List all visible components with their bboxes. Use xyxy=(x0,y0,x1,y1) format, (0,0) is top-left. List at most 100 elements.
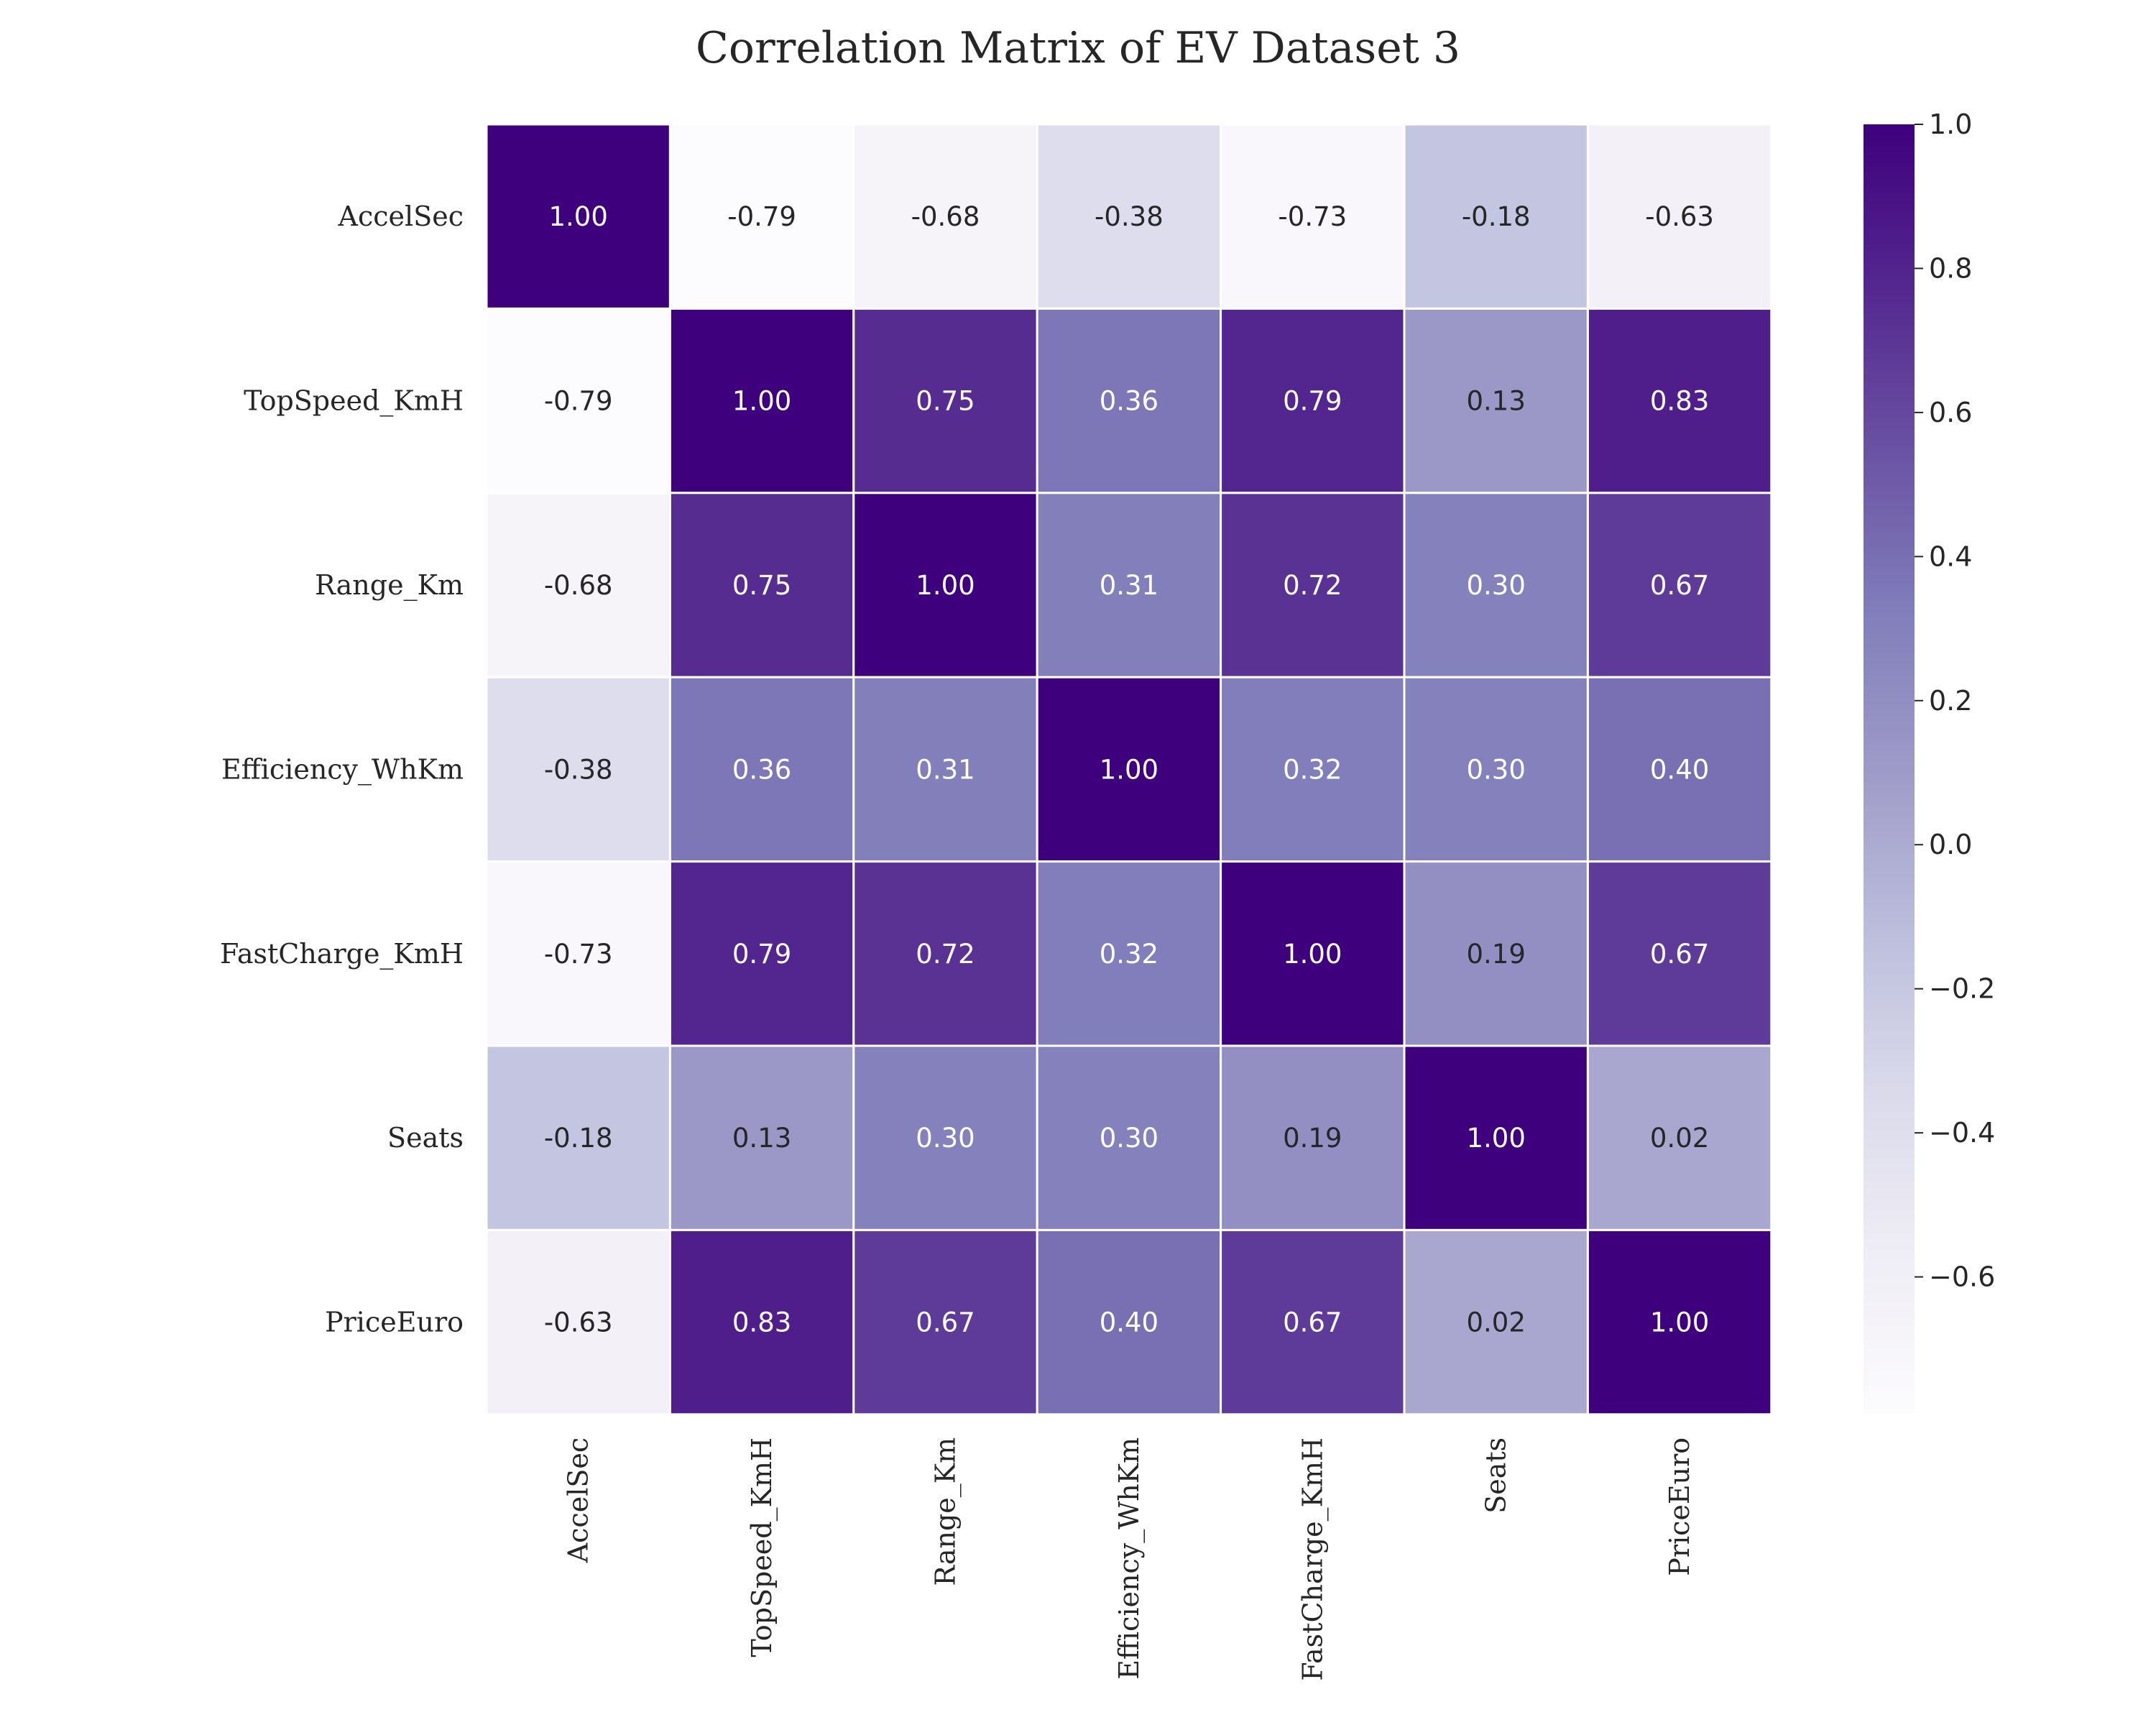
cell-value-label: -0.18 xyxy=(544,1123,613,1154)
x-tick-label: AccelSec xyxy=(563,1438,594,1563)
cell-value-label: 0.36 xyxy=(732,754,791,785)
y-axis-tick-labels: AccelSec TopSpeed_KmH Range_Km Efficiency_W… xyxy=(220,201,464,1338)
cell-value-label: -0.38 xyxy=(1095,201,1164,232)
heatmap-cell xyxy=(1220,123,1406,310)
cell-value-label: 0.75 xyxy=(732,570,791,601)
x-tick-label: Range_Km xyxy=(930,1438,962,1586)
cell-value-label: -0.79 xyxy=(727,201,796,232)
cell-value-label: 1.00 xyxy=(1100,754,1158,785)
cell-value-label: -0.73 xyxy=(544,939,613,970)
cell-value-label: 1.00 xyxy=(549,201,608,232)
heatmap-cell xyxy=(1036,1044,1222,1231)
colorbar-tick-label: −0.6 xyxy=(1929,1261,1995,1293)
heatmap-cell xyxy=(1220,307,1406,494)
y-tick-label: AccelSec xyxy=(338,201,464,232)
cell-value-label: 0.67 xyxy=(1283,1307,1342,1338)
cell-value-label: 0.79 xyxy=(732,939,791,970)
cell-value-label: 0.31 xyxy=(916,754,975,785)
y-tick-label: Efficiency_WhKm xyxy=(221,753,464,786)
cell-value-label: -0.68 xyxy=(911,201,980,232)
cell-value-label: 0.67 xyxy=(1650,939,1709,970)
colorbar: 1.0 0.8 0.6 0.4 0.2 0.0 −0.2 −0.4 −0.6 xyxy=(1864,109,1995,1414)
cell-value-label: 0.02 xyxy=(1650,1123,1709,1154)
cell-value-label: 0.30 xyxy=(916,1123,975,1154)
heatmap-cells: 1.00 -0.79 -0.68 -0.38 -0.73 -0.18 -0.63 -0.79 1… xyxy=(485,123,1773,1416)
heatmap-cell xyxy=(1036,1228,1222,1416)
cell-value-label: 0.31 xyxy=(1100,570,1158,601)
heatmap-cell xyxy=(852,1044,1038,1231)
colorbar-tick-label: 0.8 xyxy=(1929,252,1972,284)
colorbar-tick-label: 0.2 xyxy=(1929,685,1972,717)
x-tick-label: Seats xyxy=(1480,1438,1512,1514)
cell-value-label: -0.73 xyxy=(1278,201,1347,232)
heatmap-cell xyxy=(668,123,855,310)
heatmap-cell xyxy=(1220,492,1406,678)
heatmap-cell xyxy=(1036,492,1222,678)
cell-value-label: 0.72 xyxy=(916,939,975,970)
heatmap-cell xyxy=(668,1044,855,1231)
heatmap-cell xyxy=(852,307,1038,494)
y-tick-label: PriceEuro xyxy=(325,1307,464,1338)
x-tick-label: TopSpeed_KmH xyxy=(746,1438,778,1657)
x-tick-label: Efficiency_WhKm xyxy=(1113,1438,1146,1680)
heatmap-cell xyxy=(1036,123,1222,310)
cell-value-label: 0.19 xyxy=(1467,939,1526,970)
heatmap-cell xyxy=(1586,492,1773,678)
cell-value-label: 0.40 xyxy=(1650,754,1709,785)
cell-value-label: -0.63 xyxy=(544,1307,613,1338)
cell-value-label: 0.83 xyxy=(1650,386,1709,417)
cell-value-label: 0.83 xyxy=(732,1307,791,1338)
cell-value-label: 0.40 xyxy=(1100,1307,1158,1338)
cell-value-label: 0.13 xyxy=(732,1123,791,1154)
cell-value-label: -0.63 xyxy=(1645,201,1714,232)
heatmap-cell xyxy=(1586,1228,1773,1416)
heatmap-cell xyxy=(1036,676,1222,863)
heatmap-cell xyxy=(852,1228,1038,1416)
x-axis-tick-labels: AccelSec TopSpeed_KmH Range_Km Efficiency_W… xyxy=(563,1438,1695,1681)
colorbar-tick-label: −0.2 xyxy=(1929,973,1995,1005)
heatmap-cell xyxy=(1403,307,1589,494)
heatmap-cell xyxy=(485,1044,671,1231)
cell-value-label: 0.13 xyxy=(1467,386,1526,417)
cell-value-label: -0.79 xyxy=(544,386,613,417)
heatmap-cell xyxy=(485,1228,671,1416)
cell-value-label: -0.38 xyxy=(544,754,613,785)
heatmap-cell xyxy=(1220,1044,1406,1231)
heatmap-cell xyxy=(1586,1044,1773,1231)
heatmap-cell xyxy=(485,860,671,1047)
cell-value-label: 1.00 xyxy=(1650,1307,1709,1338)
cell-value-label: 0.30 xyxy=(1100,1123,1158,1154)
cell-value-label: 0.67 xyxy=(916,1307,975,1338)
cell-value-label: 1.00 xyxy=(1467,1123,1526,1154)
heatmap-cell xyxy=(485,676,671,863)
cell-value-label: 1.00 xyxy=(1283,939,1342,970)
colorbar-tick-label: 1.0 xyxy=(1929,109,1972,140)
heatmap-cell xyxy=(1586,860,1773,1047)
y-tick-label: Range_Km xyxy=(315,569,464,602)
cell-value-label: 0.32 xyxy=(1100,939,1158,970)
cell-value-label: 0.79 xyxy=(1283,386,1342,417)
cell-value-label: 0.30 xyxy=(1467,570,1526,601)
heatmap-cell xyxy=(485,307,671,494)
cell-value-label: 1.00 xyxy=(732,386,791,417)
colorbar-tick-label: −0.4 xyxy=(1929,1117,1995,1149)
cell-value-label: -0.18 xyxy=(1462,201,1531,232)
cell-value-label: 1.00 xyxy=(916,570,975,601)
heatmap-cell xyxy=(852,492,1038,678)
cell-value-label: 0.36 xyxy=(1100,386,1158,417)
colorbar-tick-label: 0.6 xyxy=(1929,397,1972,428)
heatmap-cell xyxy=(668,676,855,863)
heatmap-cell xyxy=(1403,123,1589,310)
heatmap-cell xyxy=(1403,676,1589,863)
heatmap-cell xyxy=(668,492,855,678)
chart-title: Correlation Matrix of EV Dataset 3 xyxy=(696,23,1460,73)
colorbar-tick-label: 0.4 xyxy=(1929,540,1972,572)
colorbar-tick-label: 0.0 xyxy=(1929,829,1972,860)
heatmap-cell xyxy=(852,860,1038,1047)
cell-value-label: 0.02 xyxy=(1467,1307,1526,1338)
cell-value-label: 0.72 xyxy=(1283,570,1342,601)
cell-value-label: 0.30 xyxy=(1467,754,1526,785)
colorbar-gradient-bar xyxy=(1864,124,1915,1414)
cell-value-label: 0.32 xyxy=(1283,754,1342,785)
